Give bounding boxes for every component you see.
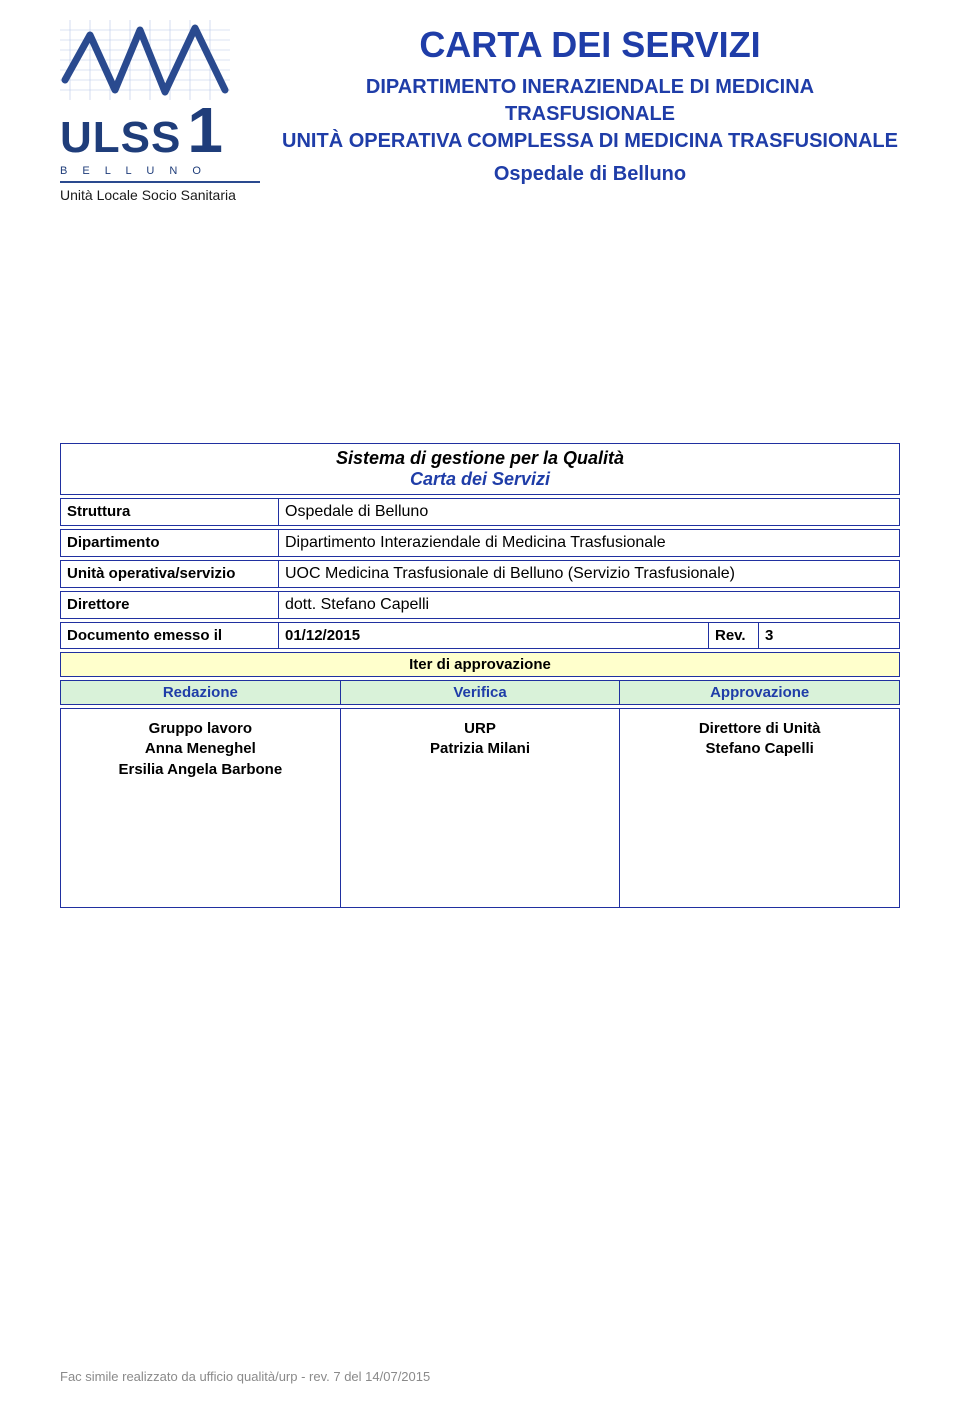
logo-number: 1 — [187, 105, 223, 156]
subtitle-2: UNITÀ OPERATIVA COMPLESSA DI MEDICINA TR… — [280, 128, 900, 155]
sign-line: Patrizia Milani — [345, 739, 616, 759]
meta-header-1: Sistema di gestione per la Qualità — [61, 448, 899, 469]
meta-label-emesso: Documento emesso il — [61, 623, 279, 648]
logo-belluno: B E L L U N O — [60, 165, 260, 177]
sign-line: Gruppo lavoro — [65, 719, 336, 739]
meta-label: Direttore — [61, 592, 279, 618]
subtitle-3: Ospedale di Belluno — [280, 161, 900, 188]
sign-line: Ersilia Angela Barbone — [65, 760, 336, 780]
meta-value: Ospedale di Belluno — [279, 499, 899, 525]
logo-ulss-text: ULSS — [60, 113, 181, 163]
meta-row-dipartimento: Dipartimento Dipartimento Interaziendale… — [60, 529, 900, 557]
rva-verifica: Verifica — [341, 681, 621, 704]
ulss-wave-icon — [60, 20, 230, 100]
title-block: CARTA DEI SERVIZI DIPARTIMENTO INERAZIEN… — [280, 20, 900, 188]
header: ULSS 1 B E L L U N O Unità Locale Socio … — [60, 20, 900, 203]
meta-label: Unità operativa/servizio — [61, 561, 279, 587]
logo-subline: Unità Locale Socio Sanitaria — [60, 187, 260, 203]
meta-row-struttura: Struttura Ospedale di Belluno — [60, 498, 900, 526]
rva-redazione: Redazione — [61, 681, 341, 704]
subtitle-1: DIPARTIMENTO INERAZIENDALE DI MEDICINA T… — [280, 74, 900, 128]
meta-label: Dipartimento — [61, 530, 279, 556]
sign-line: Anna Meneghel — [65, 739, 336, 759]
meta-value: dott. Stefano Capelli — [279, 592, 899, 618]
meta-header-2: Carta dei Servizi — [61, 469, 899, 490]
meta-date: 01/12/2015 — [279, 623, 709, 648]
sign-redazione: Gruppo lavoro Anna Meneghel Ersilia Ange… — [61, 709, 341, 907]
signatures-row: Gruppo lavoro Anna Meneghel Ersilia Ange… — [60, 708, 900, 908]
meta-row-unita: Unità operativa/servizio UOC Medicina Tr… — [60, 560, 900, 588]
meta-row-emesso: Documento emesso il 01/12/2015 Rev. 3 — [60, 622, 900, 649]
rva-approvazione: Approvazione — [620, 681, 899, 704]
meta-value: Dipartimento Interaziendale di Medicina … — [279, 530, 899, 556]
sign-line: URP — [345, 719, 616, 739]
sign-line: Stefano Capelli — [624, 739, 895, 759]
sign-approvazione: Direttore di Unità Stefano Capelli — [620, 709, 899, 907]
rva-header: Redazione Verifica Approvazione — [60, 680, 900, 705]
meta-value: UOC Medicina Trasfusionale di Belluno (S… — [279, 561, 899, 587]
sign-line: Direttore di Unità — [624, 719, 895, 739]
meta-label: Struttura — [61, 499, 279, 525]
meta-header: Sistema di gestione per la Qualità Carta… — [60, 443, 900, 495]
sign-verifica: URP Patrizia Milani — [341, 709, 621, 907]
meta-rev-label: Rev. — [709, 623, 759, 648]
footer-note: Fac simile realizzato da ufficio qualità… — [60, 1369, 430, 1384]
meta-row-direttore: Direttore dott. Stefano Capelli — [60, 591, 900, 619]
main-title: CARTA DEI SERVIZI — [280, 24, 900, 66]
metadata-table: Sistema di gestione per la Qualità Carta… — [60, 443, 900, 908]
meta-rev-value: 3 — [759, 623, 899, 648]
logo: ULSS 1 B E L L U N O Unità Locale Socio … — [60, 20, 260, 203]
iter-row: Iter di approvazione — [60, 652, 900, 677]
